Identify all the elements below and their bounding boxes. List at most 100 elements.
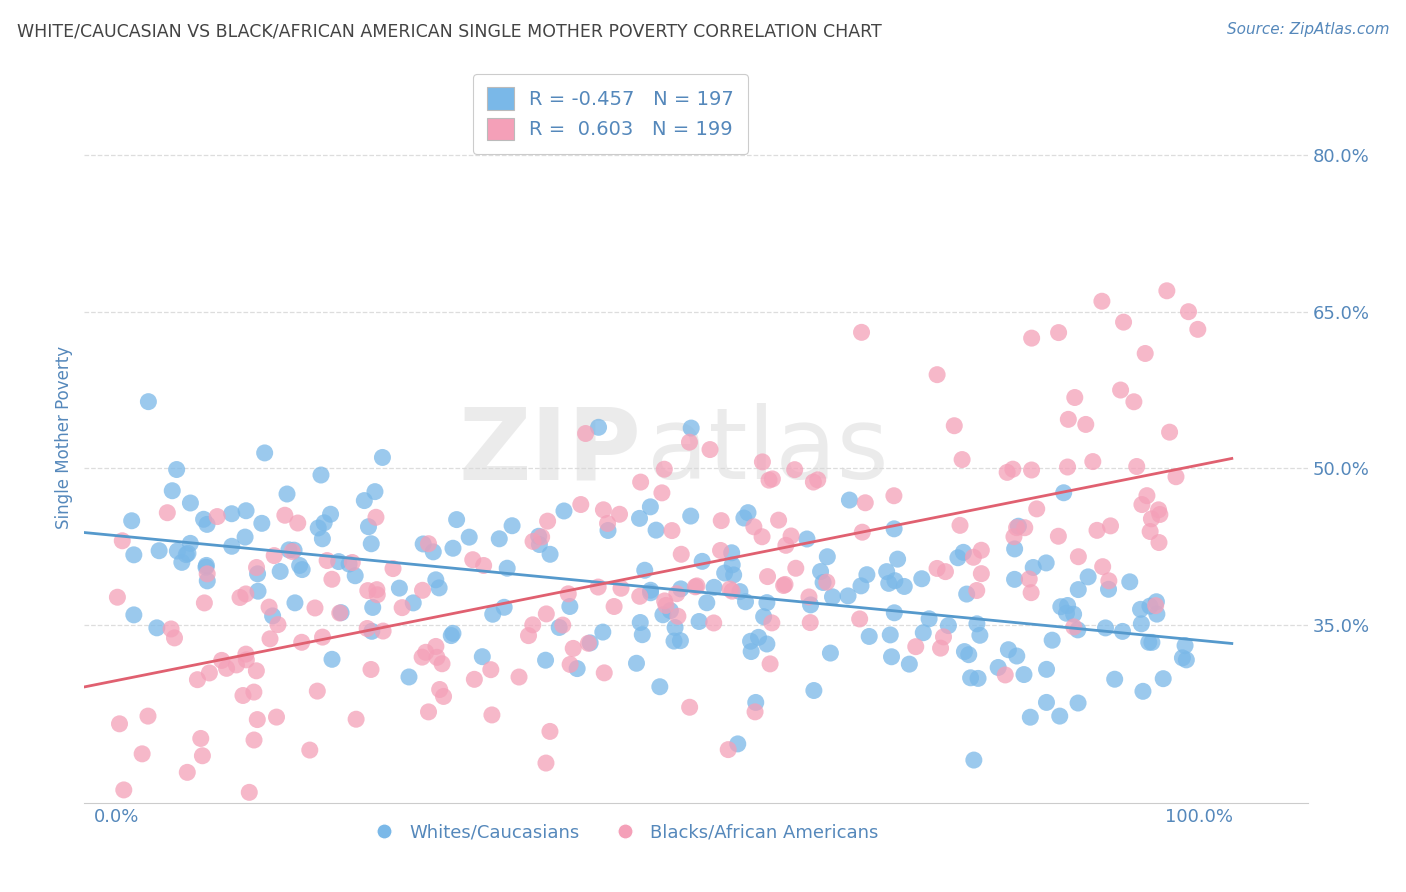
Point	[703, 580, 725, 594]
Point	[245, 560, 267, 574]
Text: ZIP: ZIP	[458, 403, 641, 500]
Point	[1067, 582, 1090, 597]
Point	[780, 529, 803, 543]
Point	[463, 673, 485, 687]
Point	[1137, 635, 1160, 649]
Point	[517, 629, 540, 643]
Point	[176, 765, 198, 780]
Point	[703, 615, 725, 630]
Point	[851, 326, 873, 340]
Point	[361, 600, 384, 615]
Point	[987, 660, 1010, 674]
Point	[191, 748, 214, 763]
Point	[744, 705, 766, 719]
Point	[177, 546, 200, 560]
Point	[1047, 529, 1070, 543]
Point	[1149, 508, 1171, 522]
Point	[966, 616, 988, 631]
Point	[640, 583, 662, 598]
Point	[652, 462, 675, 476]
Point	[398, 670, 420, 684]
Point	[425, 573, 447, 587]
Point	[307, 521, 329, 535]
Point	[1001, 462, 1024, 476]
Point	[630, 475, 652, 489]
Point	[803, 683, 825, 698]
Point	[727, 737, 749, 751]
Point	[699, 442, 721, 457]
Point	[666, 609, 689, 624]
Point	[266, 710, 288, 724]
Y-axis label: Single Mother Poverty: Single Mother Poverty	[55, 345, 73, 529]
Point	[752, 609, 775, 624]
Point	[496, 561, 519, 575]
Point	[551, 618, 574, 632]
Point	[138, 394, 160, 409]
Point	[441, 626, 464, 640]
Point	[751, 455, 773, 469]
Point	[1139, 524, 1161, 539]
Point	[440, 629, 463, 643]
Point	[963, 753, 986, 767]
Point	[538, 547, 561, 561]
Point	[382, 561, 405, 575]
Point	[821, 590, 844, 604]
Point	[565, 662, 588, 676]
Point	[661, 524, 683, 538]
Point	[586, 580, 609, 594]
Point	[1005, 648, 1028, 663]
Point	[238, 785, 260, 799]
Point	[246, 713, 269, 727]
Point	[287, 516, 309, 530]
Point	[534, 653, 557, 667]
Point	[1005, 521, 1028, 535]
Point	[943, 418, 966, 433]
Point	[720, 546, 742, 560]
Point	[186, 673, 208, 687]
Point	[298, 743, 321, 757]
Point	[1099, 519, 1122, 533]
Point	[321, 652, 343, 666]
Text: WHITE/CAUCASIAN VS BLACK/AFRICAN AMERICAN SINGLE MOTHER POVERTY CORRELATION CHAR: WHITE/CAUCASIAN VS BLACK/AFRICAN AMERICA…	[17, 22, 882, 40]
Point	[994, 668, 1017, 682]
Point	[997, 642, 1019, 657]
Point	[995, 466, 1018, 480]
Point	[111, 533, 134, 548]
Point	[446, 512, 468, 526]
Point	[721, 558, 744, 572]
Point	[1119, 574, 1142, 589]
Point	[356, 622, 378, 636]
Point	[678, 700, 700, 714]
Point	[501, 518, 523, 533]
Point	[309, 468, 332, 483]
Point	[1018, 572, 1040, 586]
Point	[112, 783, 135, 797]
Point	[1053, 485, 1076, 500]
Point	[1040, 633, 1063, 648]
Point	[1130, 498, 1153, 512]
Point	[259, 632, 281, 646]
Point	[366, 582, 388, 597]
Point	[728, 584, 751, 599]
Point	[953, 644, 976, 658]
Point	[1147, 503, 1170, 517]
Point	[721, 584, 744, 599]
Point	[243, 685, 266, 699]
Point	[461, 552, 484, 566]
Point	[1164, 469, 1187, 483]
Point	[1130, 616, 1153, 631]
Point	[1035, 695, 1057, 709]
Point	[371, 450, 394, 465]
Text: atlas: atlas	[647, 403, 889, 500]
Point	[316, 553, 339, 567]
Point	[304, 601, 326, 615]
Point	[232, 689, 254, 703]
Point	[1098, 574, 1121, 588]
Point	[837, 589, 859, 603]
Point	[1125, 459, 1147, 474]
Point	[245, 664, 267, 678]
Point	[1144, 599, 1167, 613]
Point	[426, 650, 449, 665]
Point	[262, 608, 284, 623]
Point	[949, 518, 972, 533]
